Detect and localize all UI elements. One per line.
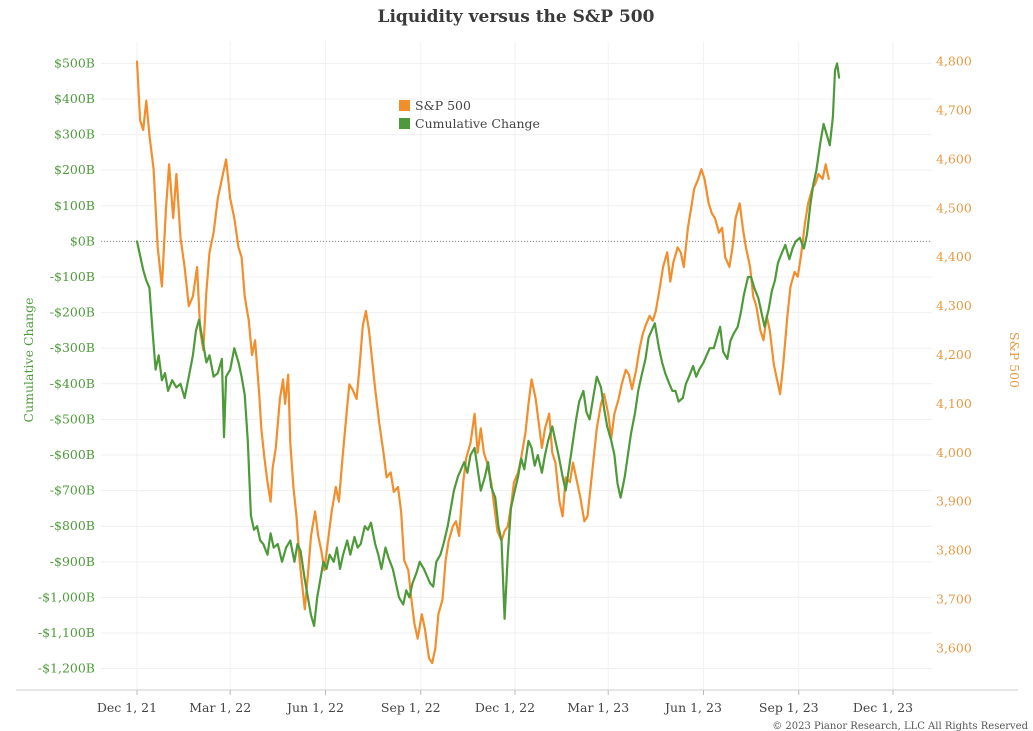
- series-line-cumulative-change: [135, 62, 841, 628]
- legend-swatch-sp500: [399, 100, 410, 111]
- x-tick-label: Dec 1, 22: [475, 700, 535, 715]
- right-tick-label: 4,600: [936, 151, 972, 166]
- legend: S&P 500 Cumulative Change: [399, 98, 540, 131]
- legend-label-sp500: S&P 500: [415, 98, 471, 113]
- gridlines: [101, 42, 932, 690]
- left-tick-label: -$500B: [50, 411, 95, 426]
- left-tick-label: -$900B: [50, 554, 95, 569]
- left-tick-label: -$700B: [50, 483, 95, 498]
- left-axis-title: Cumulative Change: [21, 298, 36, 423]
- left-tick-label: -$600B: [50, 447, 95, 462]
- x-tick-label: Sep 1, 22: [381, 700, 441, 715]
- right-axis-ticks: 4,800 4,700 4,600 4,500 4,400 4,300 4,200 4,100…: [936, 54, 972, 656]
- x-tick-label: Dec 1, 21: [97, 700, 157, 715]
- copyright-notice: © 2023 Pianor Research, LLC All Rights R…: [772, 721, 1028, 731]
- x-tick-label: Sep 1, 23: [759, 700, 819, 715]
- right-tick-label: 3,800: [936, 543, 972, 558]
- x-tick-label: Dec 1, 23: [853, 700, 913, 715]
- x-tick-label: Jun 1, 22: [285, 700, 344, 715]
- left-tick-label: -$200B: [50, 305, 95, 320]
- right-tick-label: 4,500: [936, 200, 972, 215]
- legend-swatch-cumulative: [399, 118, 410, 129]
- left-tick-label: -$800B: [50, 518, 95, 533]
- x-tick-label: Mar 1, 23: [567, 700, 629, 715]
- left-tick-label: $500B: [54, 55, 95, 70]
- left-tick-label: -$400B: [50, 376, 95, 391]
- right-tick-label: 4,700: [936, 102, 972, 117]
- series-layer: [135, 60, 841, 665]
- left-tick-label: -$300B: [50, 340, 95, 355]
- right-tick-label: 4,800: [936, 54, 972, 69]
- right-tick-label: 3,900: [936, 494, 972, 509]
- left-tick-label: $400B: [54, 91, 95, 106]
- right-tick-label: 4,100: [936, 396, 972, 411]
- left-tick-label: -$1,000B: [38, 589, 95, 604]
- left-tick-label: $0B: [70, 233, 95, 248]
- left-tick-label: $100B: [54, 198, 95, 213]
- legend-label-cumulative: Cumulative Change: [415, 116, 540, 131]
- series-line-sp500: [135, 60, 830, 665]
- left-tick-label: -$1,200B: [38, 661, 95, 676]
- x-axis-ticks: Dec 1, 21 Mar 1, 22 Jun 1, 22 Sep 1, 22 Dec …: [97, 690, 913, 715]
- x-tick-label: Mar 1, 22: [189, 700, 251, 715]
- x-tick-label: Jun 1, 23: [663, 700, 722, 715]
- chart-title: Liquidity versus the S&P 500: [378, 7, 655, 27]
- left-tick-label: $300B: [54, 127, 95, 142]
- right-tick-label: 3,600: [936, 640, 972, 655]
- right-tick-label: 4,400: [936, 249, 972, 264]
- left-tick-label: -$1,100B: [38, 625, 95, 640]
- right-tick-label: 4,000: [936, 445, 972, 460]
- right-axis-title: S&P 500: [1007, 332, 1022, 388]
- left-tick-label: -$100B: [50, 269, 95, 284]
- left-tick-label: $200B: [54, 162, 95, 177]
- right-tick-label: 4,300: [936, 298, 972, 313]
- right-tick-label: 3,700: [936, 592, 972, 607]
- right-tick-label: 4,200: [936, 347, 972, 362]
- left-axis-ticks: $500B $400B $300B $200B $100B $0B -$100B -$200B…: [38, 55, 95, 675]
